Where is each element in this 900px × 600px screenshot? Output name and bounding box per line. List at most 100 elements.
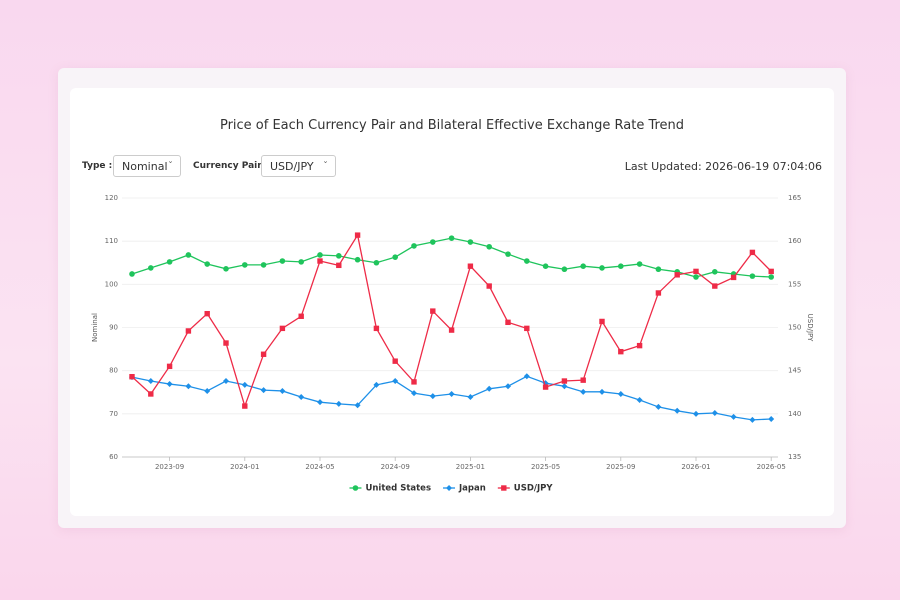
y2-tick-label: 135 <box>788 453 801 461</box>
marker <box>636 261 643 267</box>
marker <box>223 378 229 385</box>
marker <box>674 272 680 278</box>
marker <box>260 351 267 357</box>
marker <box>711 409 718 416</box>
marker <box>185 383 192 390</box>
marker <box>542 263 549 270</box>
y-tick-label: 120 <box>105 194 118 202</box>
marker <box>524 258 530 264</box>
marker <box>148 391 154 397</box>
chart-title: Price of Each Currency Pair and Bilatera… <box>219 118 685 133</box>
marker <box>712 283 718 289</box>
series-line <box>131 375 772 421</box>
marker <box>618 348 624 355</box>
marker <box>730 413 737 420</box>
y2-tick-label: 140 <box>788 410 801 418</box>
marker <box>655 290 662 296</box>
marker <box>580 388 587 395</box>
y2-tick-label: 145 <box>788 367 801 375</box>
legend-label: Japan <box>458 484 486 494</box>
type-label: Type : <box>82 161 113 171</box>
marker <box>712 269 718 275</box>
marker <box>768 416 775 423</box>
y-tick-label: 90 <box>109 324 118 332</box>
marker <box>354 402 361 409</box>
y-tick-label: 80 <box>109 367 118 375</box>
marker <box>223 265 229 272</box>
pair-select[interactable]: USD/JPY <box>261 155 336 178</box>
y-tick-label: 60 <box>109 453 118 461</box>
marker <box>317 252 323 258</box>
marker <box>599 318 605 325</box>
legend-label: USD/JPY <box>514 484 554 494</box>
marker <box>768 268 774 275</box>
marker <box>693 410 699 417</box>
marker <box>166 363 173 370</box>
marker <box>749 249 756 256</box>
marker <box>185 328 192 334</box>
x-tick-label: 2025-01 <box>456 463 485 471</box>
marker <box>411 243 417 249</box>
marker <box>693 268 699 275</box>
marker <box>430 239 436 245</box>
marker <box>129 271 135 277</box>
marker <box>448 327 455 333</box>
legend-label: United States <box>365 484 431 494</box>
marker <box>486 243 493 250</box>
y2-tick-label: 160 <box>788 237 801 245</box>
y-tick-label: 100 <box>105 280 118 288</box>
marker <box>542 384 549 390</box>
marker <box>411 390 417 397</box>
pair-label: Currency Pair : <box>193 161 269 171</box>
marker <box>486 385 493 392</box>
marker <box>260 262 267 268</box>
marker <box>317 258 323 264</box>
marker <box>505 319 511 326</box>
marker <box>204 261 210 267</box>
marker <box>354 256 361 263</box>
marker <box>730 274 737 281</box>
marker <box>166 381 173 388</box>
marker <box>467 393 474 400</box>
marker <box>241 381 248 388</box>
marker <box>561 266 568 273</box>
marker <box>636 397 643 404</box>
marker <box>561 383 568 390</box>
marker <box>392 254 399 260</box>
marker <box>354 232 361 238</box>
marker <box>260 387 267 394</box>
marker <box>618 263 624 270</box>
x-tick-label: 2025-09 <box>606 463 635 471</box>
marker <box>505 383 511 390</box>
last-updated: Last Updated: 2026-06-19 07:04:06 <box>624 160 822 173</box>
y2-tick-label: 150 <box>788 324 801 332</box>
marker <box>467 263 474 269</box>
marker <box>298 393 305 400</box>
marker <box>279 258 286 264</box>
y2-tick-label: 155 <box>788 280 801 288</box>
marker <box>674 407 681 414</box>
marker <box>655 266 662 273</box>
marker <box>599 265 605 271</box>
marker <box>298 259 305 265</box>
marker <box>335 400 342 407</box>
x-tick-label: 2023-09 <box>155 463 184 471</box>
marker <box>448 390 455 397</box>
marker <box>505 251 511 257</box>
marker <box>749 273 756 279</box>
marker <box>279 387 286 394</box>
marker <box>392 378 399 385</box>
marker <box>636 342 643 349</box>
marker <box>166 259 173 265</box>
type-select[interactable]: Nominal <box>113 155 181 178</box>
marker <box>204 387 211 394</box>
marker <box>524 325 530 332</box>
marker <box>693 274 699 280</box>
x-tick-label: 2024-09 <box>381 463 410 471</box>
x-tick-label: 2024-01 <box>230 463 259 471</box>
marker <box>523 373 530 380</box>
marker <box>242 262 248 268</box>
marker <box>429 393 436 400</box>
